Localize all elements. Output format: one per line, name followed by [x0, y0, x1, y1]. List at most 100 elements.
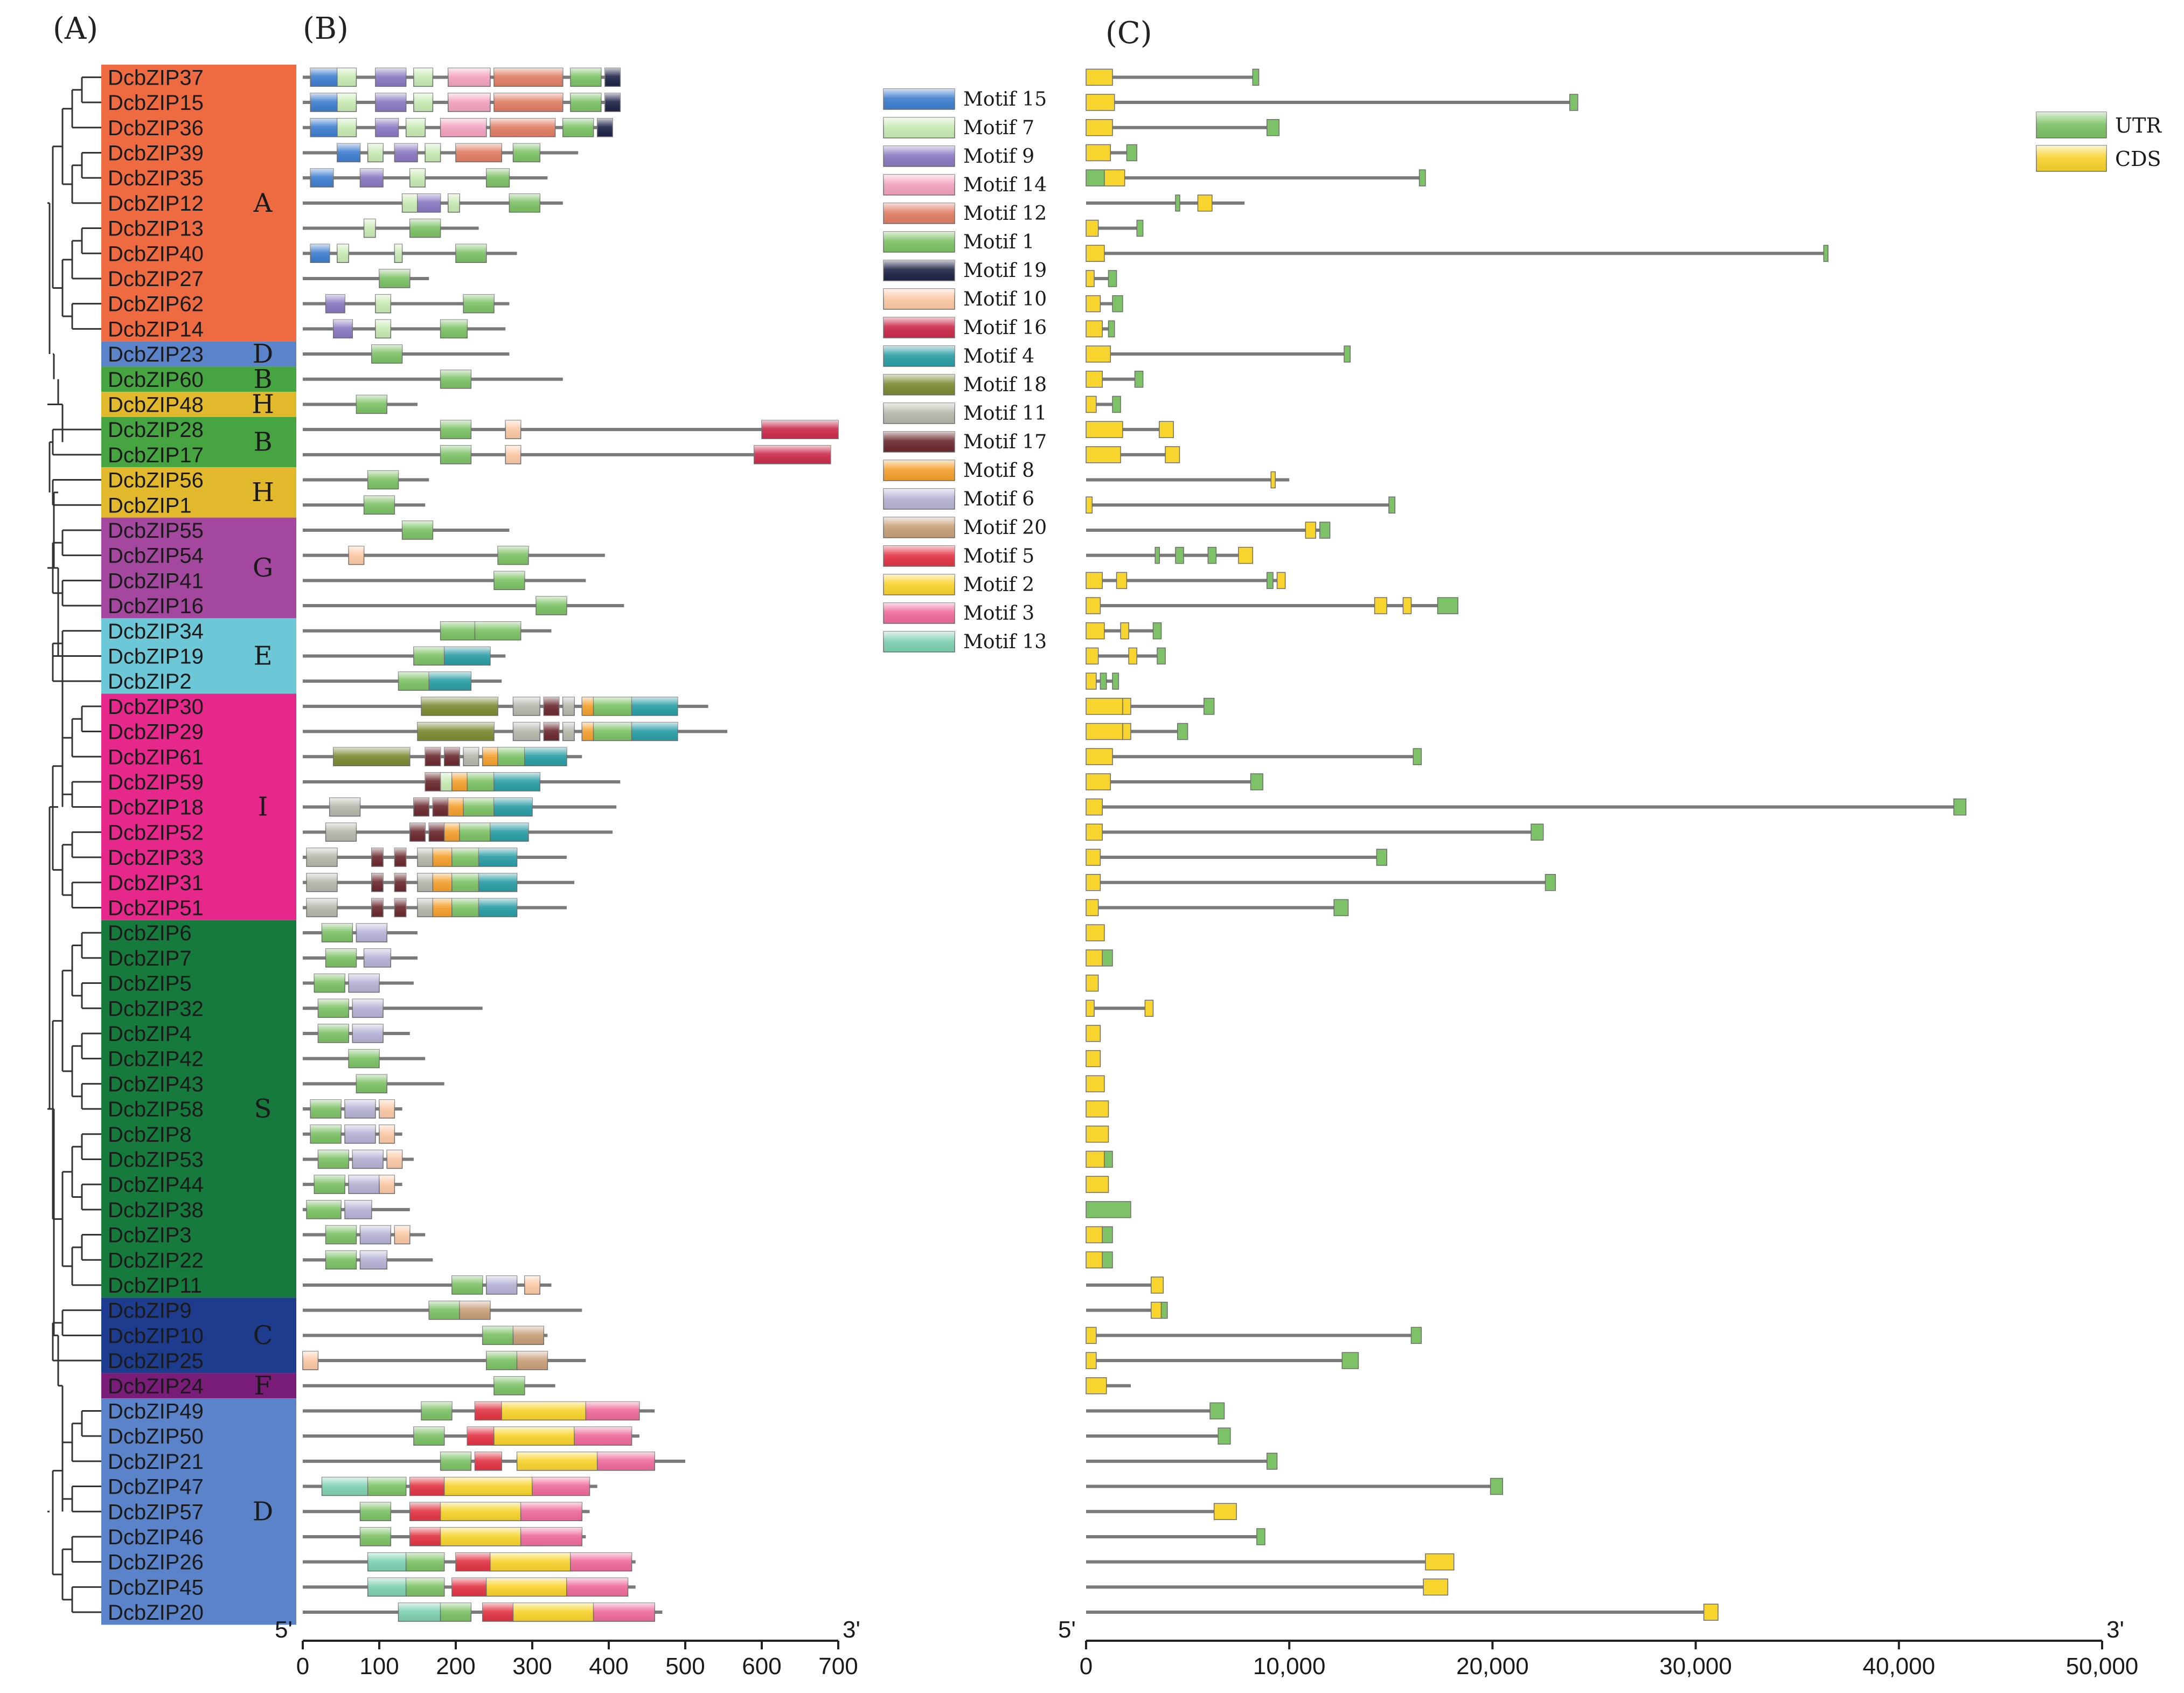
motif-box-highlight — [337, 68, 357, 87]
motif-box-highlight — [356, 395, 387, 414]
motif-tick-label: 300 — [512, 1653, 552, 1680]
motif-box-highlight — [571, 68, 601, 87]
cds-box — [1159, 421, 1174, 438]
cds-box — [1086, 672, 1097, 690]
gene-name: DcbZIP10 — [108, 1324, 204, 1348]
motif-tick-label: 600 — [742, 1653, 781, 1680]
motif-tick-label: 400 — [589, 1653, 628, 1680]
gene-name: DcbZIP15 — [108, 91, 204, 115]
cds-box — [1086, 1150, 1105, 1168]
subfamily-block — [101, 517, 296, 619]
utr-box — [1152, 622, 1162, 640]
legend-swatch-highlight — [884, 546, 955, 566]
motif-box-highlight — [375, 320, 391, 338]
motif-box-highlight — [440, 1502, 521, 1521]
subfamily-block — [101, 392, 296, 417]
motif-box-highlight — [502, 1401, 586, 1420]
cds-box — [1086, 723, 1123, 740]
motif-box-highlight — [379, 1125, 395, 1143]
subfamily-block — [101, 366, 296, 392]
motif-box-highlight — [586, 1401, 639, 1420]
utr-box — [1102, 1251, 1113, 1268]
motif-box-highlight — [322, 1477, 368, 1496]
motif-box-highlight — [494, 772, 540, 791]
motif-box-highlight — [582, 722, 594, 741]
motif-box-highlight — [604, 93, 621, 112]
structure-tick-label: 0 — [1080, 1653, 1093, 1680]
motif-box-highlight — [498, 747, 525, 766]
motif-box-highlight — [562, 722, 575, 741]
cds-box — [1402, 597, 1412, 614]
motif-tick-label: 700 — [818, 1653, 858, 1680]
motif-box-highlight — [513, 697, 540, 716]
motif-panel — [302, 67, 839, 1622]
motif-box-highlight — [456, 244, 486, 263]
gene-name: DcbZIP61 — [108, 745, 204, 769]
motif-box-highlight — [754, 445, 831, 464]
motif-box-highlight — [425, 143, 441, 162]
motif-box-highlight — [318, 1150, 349, 1169]
gene-name: DcbZIP13 — [108, 217, 204, 241]
utr-box — [1437, 597, 1459, 614]
motif-box-highlight — [486, 1351, 517, 1370]
legend-swatch-highlight — [884, 432, 955, 452]
utr-box — [1569, 94, 1578, 111]
structure-legend-highlight — [2036, 112, 2106, 138]
motif-tick-label: 500 — [665, 1653, 705, 1680]
motif-box-highlight — [367, 1578, 406, 1597]
utr-box — [1256, 1528, 1265, 1545]
motif-box-highlight — [337, 118, 357, 137]
legend-label: Motif 11 — [963, 403, 1047, 425]
legend-swatch-highlight — [884, 175, 955, 195]
gene-structure-panel — [1086, 68, 1967, 1621]
utr-box — [1204, 698, 1215, 715]
motif-box-highlight — [429, 1301, 460, 1320]
subfamily-label: E — [253, 641, 272, 671]
legend-swatch-highlight — [884, 346, 955, 366]
motif-box-highlight — [402, 193, 418, 212]
cds-box — [1086, 421, 1123, 438]
motif-box-highlight — [494, 571, 525, 590]
motif-box-highlight — [463, 294, 494, 313]
motif-tick-label: 0 — [296, 1653, 309, 1680]
motif-box-highlight — [451, 1578, 486, 1597]
motif-box-highlight — [517, 1351, 548, 1370]
legend-label: Motif 19 — [963, 260, 1047, 282]
utr-box — [1252, 68, 1260, 86]
motif-box-highlight — [406, 1552, 444, 1571]
subfamily-label: B — [253, 427, 272, 457]
motif-box-highlight — [345, 1200, 372, 1219]
motif-box-highlight — [371, 898, 384, 917]
legend-label: Motif 3 — [963, 602, 1034, 625]
motif-box-highlight — [448, 193, 460, 212]
motif-box-highlight — [433, 898, 452, 917]
utr-box — [1531, 823, 1544, 841]
gene-name: DcbZIP62 — [108, 293, 204, 316]
gene-name: DcbZIP54 — [108, 544, 204, 568]
subfamily-block — [101, 1398, 296, 1625]
motif-box-highlight — [325, 1225, 357, 1244]
structure-legend-label: CDS — [2115, 147, 2161, 171]
motif-box-highlight — [562, 118, 594, 137]
motif-box-highlight — [494, 1376, 525, 1395]
utr-box — [1418, 169, 1426, 186]
motif-box-highlight — [406, 118, 426, 137]
subfamily-blocks: ADBHBHGEISCFDDcbZIP37DcbZIP15DcbZIP36Dcb… — [101, 65, 296, 1625]
legend-swatch-highlight — [884, 403, 955, 424]
subfamily-block — [101, 1297, 296, 1373]
legend-label: Motif 8 — [963, 460, 1034, 482]
motif-box-highlight — [513, 1603, 594, 1622]
cds-box — [1276, 572, 1286, 589]
motif-box-highlight — [440, 420, 471, 439]
motif-box-highlight — [364, 948, 391, 967]
legend-label: Motif 20 — [963, 517, 1047, 539]
motif-box-highlight — [325, 948, 357, 967]
motif-box-highlight — [360, 1527, 391, 1546]
gene-name: DcbZIP38 — [108, 1198, 204, 1222]
utr-box — [1319, 522, 1331, 539]
cds-box — [1374, 597, 1388, 614]
motif-box-highlight — [310, 1125, 341, 1143]
motif-box-highlight — [467, 772, 494, 791]
legend-swatch-highlight — [884, 146, 955, 166]
gene-name: DcbZIP53 — [108, 1148, 204, 1171]
